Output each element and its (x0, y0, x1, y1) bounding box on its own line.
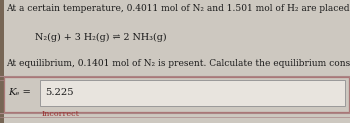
Bar (40, 80, 345, 106)
Text: Incorrect: Incorrect (41, 110, 79, 118)
Bar (4, 77, 349, 112)
Text: At a certain temperature, 0.4011 mol of N₂ and 1.501 mol of H₂ are placed in a 4: At a certain temperature, 0.4011 mol of … (6, 4, 350, 13)
Text: N₂(g) + 3 H₂(g) ⇌ 2 NH₃(g): N₂(g) + 3 H₂(g) ⇌ 2 NH₃(g) (35, 33, 167, 42)
Text: At equilibrium, 0.1401 mol of N₂ is present. Calculate the equilibrium constant,: At equilibrium, 0.1401 mol of N₂ is pres… (6, 59, 350, 68)
Text: 5.225: 5.225 (45, 88, 74, 97)
Bar (0, 0, 4, 123)
Text: Kₑ =: Kₑ = (8, 88, 30, 97)
